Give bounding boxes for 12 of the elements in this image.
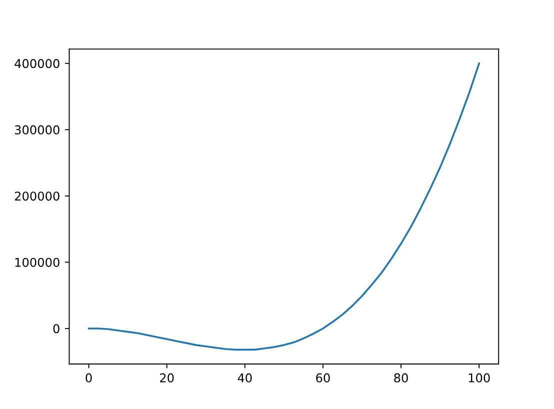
x-tick-label: 20 [160,373,174,382]
x-tick-label: 0 [86,373,92,382]
y-tick-label: 400000 [14,59,60,68]
y-tick-label: 300000 [14,125,60,134]
x-tick-label: 80 [394,373,408,382]
x-tick-label: 60 [316,373,330,382]
line-series [88,62,480,351]
x-tick-label: 40 [238,373,252,382]
y-tick-label: 200000 [14,192,60,201]
x-tick-label: 100 [468,373,490,382]
y-tick-label: 0 [53,324,60,334]
y-tick-label: 100000 [15,258,60,267]
